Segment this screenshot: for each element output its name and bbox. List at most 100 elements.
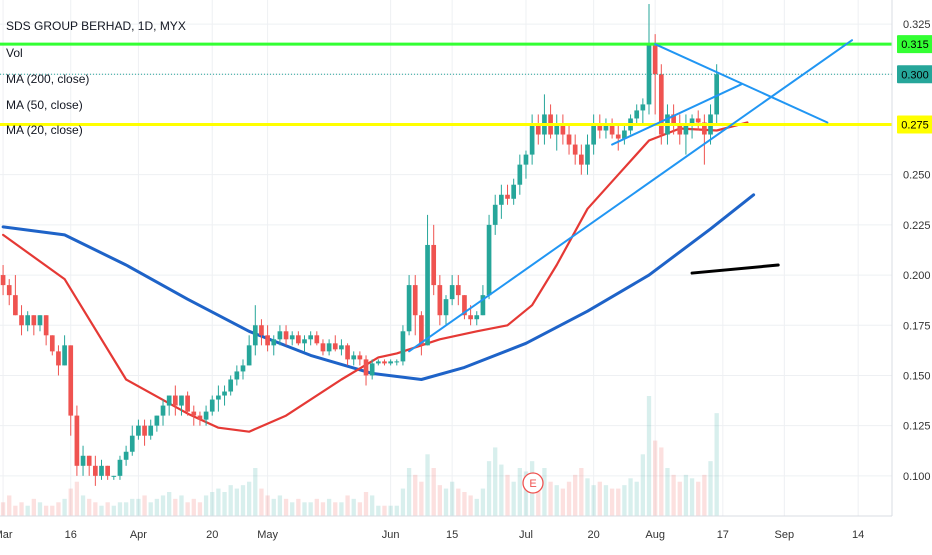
trendline-down[interactable] bbox=[654, 43, 829, 124]
candle-body bbox=[43, 315, 49, 336]
candle-body bbox=[314, 335, 320, 344]
candle-body bbox=[339, 345, 344, 350]
volume-bar bbox=[671, 474, 676, 516]
candle-body bbox=[283, 331, 289, 340]
volume-bar bbox=[259, 488, 264, 516]
ma50-line bbox=[1, 193, 756, 381]
legend-ma200[interactable]: MA (200, close) bbox=[6, 72, 89, 86]
price-tag-label: 0.275 bbox=[901, 119, 929, 131]
candle-body bbox=[714, 74, 720, 115]
volume-bar bbox=[31, 498, 36, 516]
volume-bar bbox=[19, 502, 24, 516]
volume-bar bbox=[320, 502, 326, 516]
candle-body bbox=[37, 315, 43, 326]
price-tag-label: 0.315 bbox=[901, 39, 929, 51]
volume-bar bbox=[148, 502, 153, 516]
candle-body bbox=[222, 391, 227, 396]
candle-body bbox=[216, 395, 221, 400]
candle-body bbox=[49, 335, 55, 352]
candle-body bbox=[425, 244, 430, 346]
volume-bar bbox=[474, 498, 479, 516]
candle-body bbox=[13, 295, 18, 316]
candle-body bbox=[289, 335, 295, 340]
trendline-up[interactable] bbox=[408, 39, 854, 353]
candle-body bbox=[105, 465, 110, 476]
earnings-marker[interactable]: E bbox=[522, 472, 544, 494]
candle-body bbox=[271, 339, 277, 346]
x-tick-label: 20 bbox=[588, 529, 600, 541]
volume-bar bbox=[179, 495, 184, 516]
candle-body bbox=[499, 194, 504, 205]
volume-bar bbox=[191, 498, 196, 516]
legend: SDS GROUP BERHAD, 1D, MYX Vol MA (200, c… bbox=[6, 19, 186, 137]
candle-body bbox=[671, 114, 676, 125]
y-tick-label: 0.325 bbox=[903, 19, 931, 31]
price-tag-bg bbox=[897, 35, 932, 54]
candle-body bbox=[579, 154, 584, 165]
candle-body bbox=[443, 299, 449, 316]
x-tick-label: Jun bbox=[382, 529, 400, 541]
legend-vol[interactable]: Vol bbox=[6, 46, 23, 60]
candle-body bbox=[689, 118, 695, 125]
volume-bar bbox=[43, 505, 49, 516]
volume-bar bbox=[708, 461, 713, 516]
candle-body bbox=[228, 379, 234, 392]
volume-bar bbox=[173, 498, 178, 516]
candle-body bbox=[640, 104, 646, 111]
volume-bar bbox=[265, 495, 270, 516]
volume-bar bbox=[99, 505, 104, 516]
volume-bar bbox=[376, 505, 381, 516]
candle-body bbox=[123, 451, 129, 460]
candle-body bbox=[74, 415, 80, 466]
volume-bar bbox=[449, 481, 455, 516]
candle-body bbox=[19, 315, 24, 326]
ma20-line bbox=[2, 121, 749, 433]
candle-body bbox=[197, 415, 203, 420]
volume-bar bbox=[308, 502, 313, 516]
volume-bar bbox=[640, 454, 646, 516]
volume-bar bbox=[480, 488, 486, 516]
candle-body bbox=[31, 315, 37, 326]
candle-body bbox=[646, 44, 652, 105]
volume-bar bbox=[523, 471, 529, 516]
volume-bar bbox=[197, 502, 203, 516]
volume-bar bbox=[185, 502, 190, 516]
legend-ma20[interactable]: MA (20, close) bbox=[6, 123, 83, 137]
volume-bar bbox=[326, 498, 332, 516]
candle-body bbox=[111, 475, 117, 477]
candle-body bbox=[80, 455, 86, 466]
price-tags: 0.315 0.300 0.275 bbox=[897, 35, 932, 134]
volume-bar bbox=[646, 396, 652, 516]
volume-bar bbox=[216, 488, 221, 516]
candle-body bbox=[560, 124, 566, 135]
volume-bar bbox=[130, 498, 135, 516]
volume-bar bbox=[56, 502, 61, 516]
candle-body bbox=[117, 459, 123, 476]
earnings-circle[interactable] bbox=[522, 472, 544, 494]
candle-body bbox=[511, 184, 517, 199]
legend-ma50[interactable]: MA (50, close) bbox=[6, 98, 83, 112]
volume-bar bbox=[628, 478, 633, 516]
y-tick-label: 0.225 bbox=[903, 220, 931, 232]
volume-bar bbox=[117, 502, 123, 516]
candle-body bbox=[572, 144, 578, 155]
candle-body bbox=[320, 343, 326, 352]
volume-bar bbox=[677, 481, 682, 516]
candle-body bbox=[351, 355, 357, 360]
y-tick-label: 0.200 bbox=[903, 270, 931, 282]
candle-body bbox=[302, 339, 307, 344]
volume-bar bbox=[653, 440, 658, 516]
volume-bar bbox=[714, 413, 719, 516]
volume-bar bbox=[93, 502, 98, 516]
black-trendline[interactable] bbox=[690, 263, 780, 275]
volume-bar bbox=[339, 502, 344, 516]
volume-bar bbox=[579, 468, 584, 516]
volume-bar bbox=[246, 481, 252, 516]
volume-bar bbox=[142, 495, 147, 516]
candle-body bbox=[375, 361, 381, 364]
candle-body bbox=[702, 122, 707, 135]
trendline-rise[interactable] bbox=[611, 83, 743, 146]
candle-body bbox=[449, 285, 455, 300]
